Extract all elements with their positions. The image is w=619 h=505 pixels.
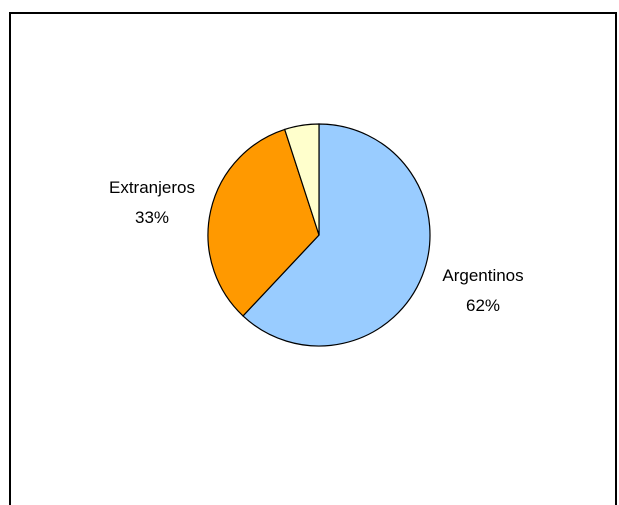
pie-slice-other: [283, 123, 320, 236]
label-extranjeros-value: 33%: [135, 208, 169, 227]
label-argentinos-value: 62%: [466, 296, 500, 315]
pie-slices: [207, 123, 431, 347]
pie-slice-argentinos: [242, 123, 431, 347]
pie-slice-extranjeros: [207, 128, 320, 317]
label-extranjeros-name: Extranjeros: [109, 178, 195, 197]
label-argentinos-name: Argentinos: [442, 266, 523, 285]
